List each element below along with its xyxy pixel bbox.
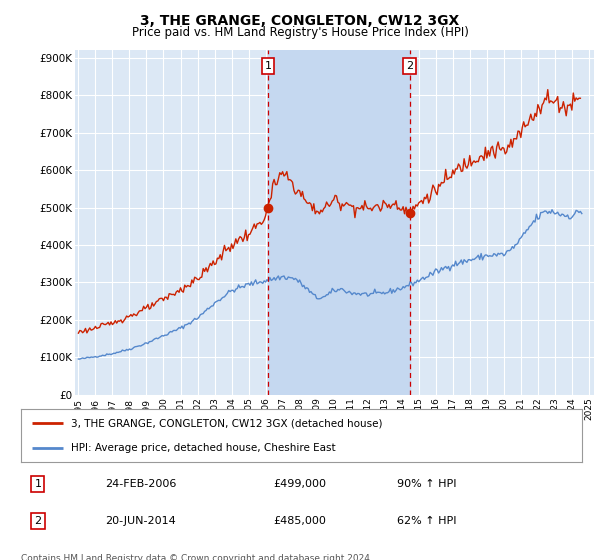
Text: Price paid vs. HM Land Registry's House Price Index (HPI): Price paid vs. HM Land Registry's House …	[131, 26, 469, 39]
Text: £499,000: £499,000	[274, 479, 326, 489]
Text: 1: 1	[34, 479, 41, 489]
Text: 20-JUN-2014: 20-JUN-2014	[105, 516, 176, 526]
Text: 62% ↑ HPI: 62% ↑ HPI	[397, 516, 457, 526]
Text: £485,000: £485,000	[274, 516, 326, 526]
Text: 1: 1	[265, 61, 271, 71]
Text: Contains HM Land Registry data © Crown copyright and database right 2024.
This d: Contains HM Land Registry data © Crown c…	[21, 554, 373, 560]
Text: 2: 2	[34, 516, 41, 526]
Bar	[268, 50, 410, 395]
Text: 90% ↑ HPI: 90% ↑ HPI	[397, 479, 457, 489]
Text: 24-FEB-2006: 24-FEB-2006	[105, 479, 176, 489]
Text: 3, THE GRANGE, CONGLETON, CW12 3GX (detached house): 3, THE GRANGE, CONGLETON, CW12 3GX (deta…	[71, 418, 383, 428]
Text: HPI: Average price, detached house, Cheshire East: HPI: Average price, detached house, Ches…	[71, 442, 336, 452]
Text: 3, THE GRANGE, CONGLETON, CW12 3GX: 3, THE GRANGE, CONGLETON, CW12 3GX	[140, 14, 460, 28]
Text: 2: 2	[406, 61, 413, 71]
